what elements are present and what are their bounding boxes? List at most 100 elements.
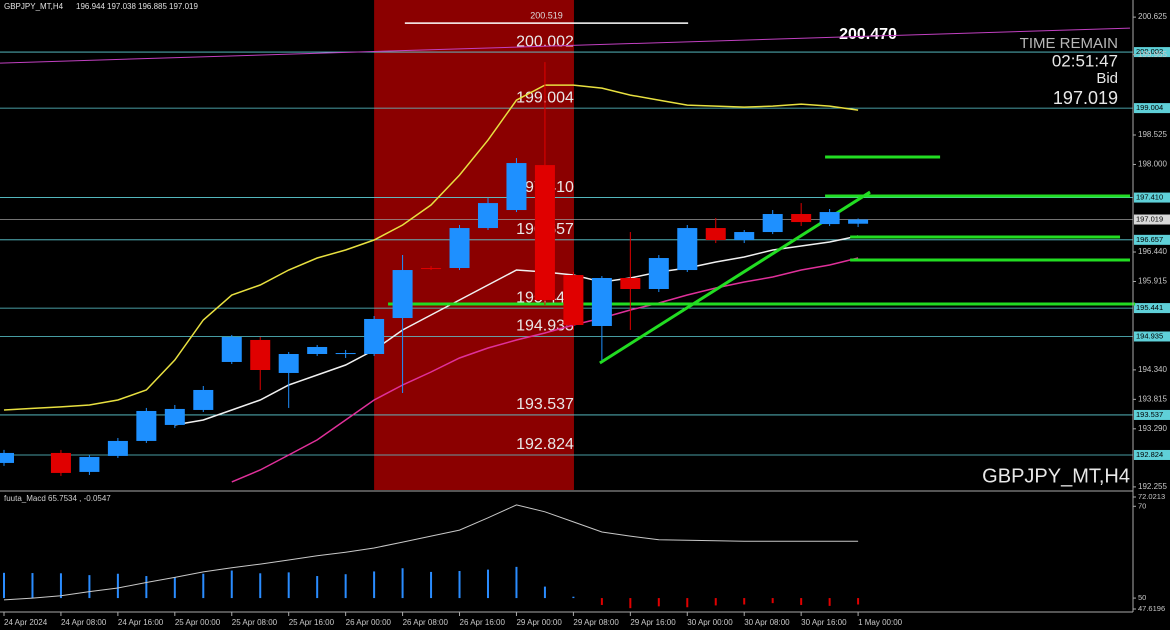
y-tick-label: 193.815 bbox=[1138, 394, 1167, 403]
time-value: 02:51:47 bbox=[1052, 51, 1118, 70]
level-axis-label: 193.537 bbox=[1136, 410, 1163, 419]
watermark: GBPJPY_MT,H4 bbox=[982, 465, 1130, 487]
candle-body bbox=[591, 278, 612, 326]
x-tick-label: 30 Apr 08:00 bbox=[744, 618, 790, 627]
indicator-title: fuuta_Macd 65.7534 , -0.0547 bbox=[4, 494, 111, 503]
chart-title: GBPJPY_MT,H4 bbox=[4, 2, 64, 11]
y-tick-label: 198.525 bbox=[1138, 130, 1167, 139]
x-tick-label: 24 Apr 16:00 bbox=[118, 618, 164, 627]
header-ohlc: 197.038 bbox=[107, 2, 136, 11]
level-axis-label: 196.657 bbox=[1136, 235, 1163, 244]
histogram-bar bbox=[202, 573, 205, 599]
bid-label: Bid bbox=[1096, 70, 1118, 87]
level-axis-box bbox=[1134, 192, 1170, 203]
x-tick-label: 25 Apr 16:00 bbox=[289, 618, 335, 627]
candle-body bbox=[335, 353, 356, 355]
histogram-bar bbox=[458, 570, 461, 599]
indicator-y-tick-label: 50 bbox=[1138, 593, 1146, 602]
histogram-bar bbox=[230, 570, 233, 599]
level-label: 194.935 bbox=[516, 318, 574, 335]
y-tick-label: 199.955 bbox=[1138, 50, 1167, 59]
note: 200.470 bbox=[839, 26, 897, 43]
header-ohlc: 196.944 bbox=[76, 2, 105, 11]
candle-body bbox=[79, 456, 100, 472]
x-tick-label: 24 Apr 08:00 bbox=[61, 618, 107, 627]
candle-body bbox=[563, 275, 584, 325]
y-tick-label: 195.915 bbox=[1138, 277, 1167, 286]
histogram-bar bbox=[515, 566, 518, 599]
histogram-bar bbox=[116, 573, 119, 599]
candle-body bbox=[278, 354, 299, 373]
histogram-bar bbox=[259, 573, 262, 599]
candle-body bbox=[620, 278, 641, 290]
level-axis-label: 199.004 bbox=[1136, 103, 1163, 112]
histogram-bar bbox=[287, 572, 290, 599]
y-tick-label: 200.625 bbox=[1138, 12, 1167, 21]
x-tick-label: 26 Apr 16:00 bbox=[460, 618, 506, 627]
candle-body bbox=[449, 228, 470, 269]
candle-body bbox=[164, 408, 185, 425]
level-axis-box bbox=[1134, 449, 1170, 460]
histogram-bar bbox=[31, 573, 34, 599]
x-tick-label: 29 Apr 16:00 bbox=[630, 618, 676, 627]
histogram-bar bbox=[316, 576, 319, 599]
histogram-bar bbox=[401, 568, 404, 599]
level-axis-label: 200.002 bbox=[1136, 47, 1163, 56]
candle-body bbox=[506, 163, 527, 211]
candle-body bbox=[648, 258, 669, 290]
level-axis-label: 192.824 bbox=[1136, 450, 1163, 459]
marker-label: 200.519 bbox=[530, 10, 563, 20]
histogram-bar bbox=[686, 598, 689, 608]
level-axis-box bbox=[1134, 47, 1170, 58]
histogram-bar bbox=[572, 596, 575, 599]
histogram-bar bbox=[486, 569, 489, 599]
histogram-bar bbox=[743, 598, 746, 605]
candle-body bbox=[819, 212, 840, 225]
histogram-bar bbox=[828, 598, 831, 606]
bid-axis-label: 197.019 bbox=[1136, 215, 1163, 224]
indicator-y-tick-label: 70 bbox=[1138, 501, 1146, 510]
histogram-bar bbox=[600, 598, 603, 605]
level-axis-box bbox=[1134, 103, 1170, 114]
level-axis-label: 197.410 bbox=[1136, 193, 1163, 202]
level-axis-box bbox=[1134, 331, 1170, 342]
x-tick-label: 29 Apr 00:00 bbox=[516, 618, 562, 627]
y-tick-label: 196.440 bbox=[1138, 247, 1167, 256]
indicator-y-tick-label: 72.0213 bbox=[1138, 492, 1165, 501]
histogram-bar bbox=[629, 598, 632, 609]
histogram-bar bbox=[714, 598, 717, 606]
candle-body bbox=[221, 336, 242, 362]
histogram-bar bbox=[430, 571, 433, 599]
histogram-bar bbox=[59, 573, 62, 599]
histogram-bar bbox=[800, 598, 803, 605]
histogram-bar bbox=[3, 572, 5, 599]
histogram-bar bbox=[145, 576, 148, 599]
indicator-y-tick-label: 47.6196 bbox=[1138, 604, 1165, 613]
histogram-bar bbox=[173, 577, 176, 599]
x-tick-label: 25 Apr 08:00 bbox=[232, 618, 278, 627]
bid-value: 197.019 bbox=[1053, 88, 1118, 108]
candle-body bbox=[136, 410, 157, 441]
level-axis-box bbox=[1134, 409, 1170, 420]
candle-body bbox=[762, 214, 783, 233]
y-tick-label: 198.000 bbox=[1138, 160, 1167, 169]
indicator-line bbox=[231, 257, 859, 483]
histogram-bar bbox=[657, 598, 660, 607]
level-axis-box bbox=[1134, 303, 1170, 314]
candle-body bbox=[734, 232, 755, 241]
histogram-bar bbox=[88, 575, 91, 599]
time-label: TIME REMAIN bbox=[1020, 35, 1118, 52]
candle-body bbox=[705, 228, 726, 241]
candle-body bbox=[534, 165, 555, 301]
candle-body bbox=[477, 203, 498, 229]
candle-body bbox=[791, 214, 812, 223]
candle-body bbox=[364, 318, 385, 355]
candle-body bbox=[307, 346, 328, 355]
candle-body bbox=[677, 228, 698, 271]
candle-body bbox=[392, 270, 413, 319]
candle-body bbox=[107, 440, 128, 456]
histogram-bar bbox=[771, 598, 774, 604]
candle-body bbox=[848, 219, 869, 224]
indicator-line bbox=[3, 84, 859, 411]
